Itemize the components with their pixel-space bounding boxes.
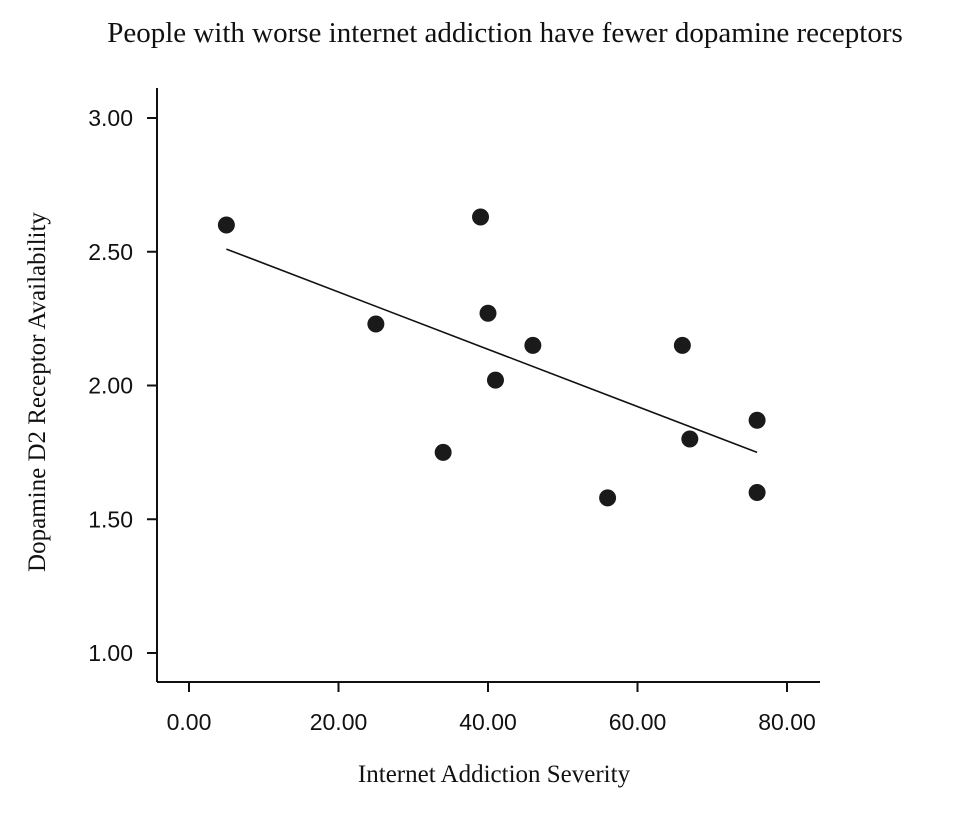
- data-point: [681, 430, 699, 448]
- data-point: [434, 443, 452, 461]
- y-tick-label: 2.50: [88, 239, 133, 265]
- x-ticks: 0.00 20.00 40.00 60.00 80.00: [167, 682, 816, 735]
- y-tick-label: 2.00: [88, 373, 133, 399]
- data-point: [524, 336, 542, 354]
- x-tick-label: 40.00: [459, 709, 517, 735]
- data-point: [748, 484, 766, 501]
- data-point: [748, 411, 766, 429]
- x-tick-label: 20.00: [310, 709, 368, 735]
- data-point: [599, 489, 617, 507]
- data-point: [217, 216, 235, 234]
- x-tick-label: 80.00: [758, 709, 816, 735]
- data-point: [367, 315, 385, 333]
- data-point: [479, 304, 497, 322]
- trendline: [226, 248, 758, 454]
- y-axis-label: Dopamine D2 Receptor Availability: [24, 212, 51, 572]
- data-points: [217, 208, 766, 507]
- y-tick-label: 3.00: [88, 105, 133, 131]
- data-point: [673, 336, 691, 354]
- y-tick-label: 1.50: [88, 506, 133, 532]
- x-tick-label: 60.00: [609, 709, 667, 735]
- chart-title: People with worse internet addiction hav…: [107, 17, 903, 49]
- data-point: [472, 208, 490, 226]
- trendline-group: [226, 248, 758, 454]
- y-ticks: 1.00 1.50 2.00 2.50 3.00: [88, 105, 157, 666]
- y-tick-label: 1.00: [88, 640, 133, 666]
- x-tick-label: 0.00: [167, 709, 212, 735]
- x-axis-label: Internet Addiction Severity: [358, 761, 631, 788]
- data-point: [486, 371, 504, 389]
